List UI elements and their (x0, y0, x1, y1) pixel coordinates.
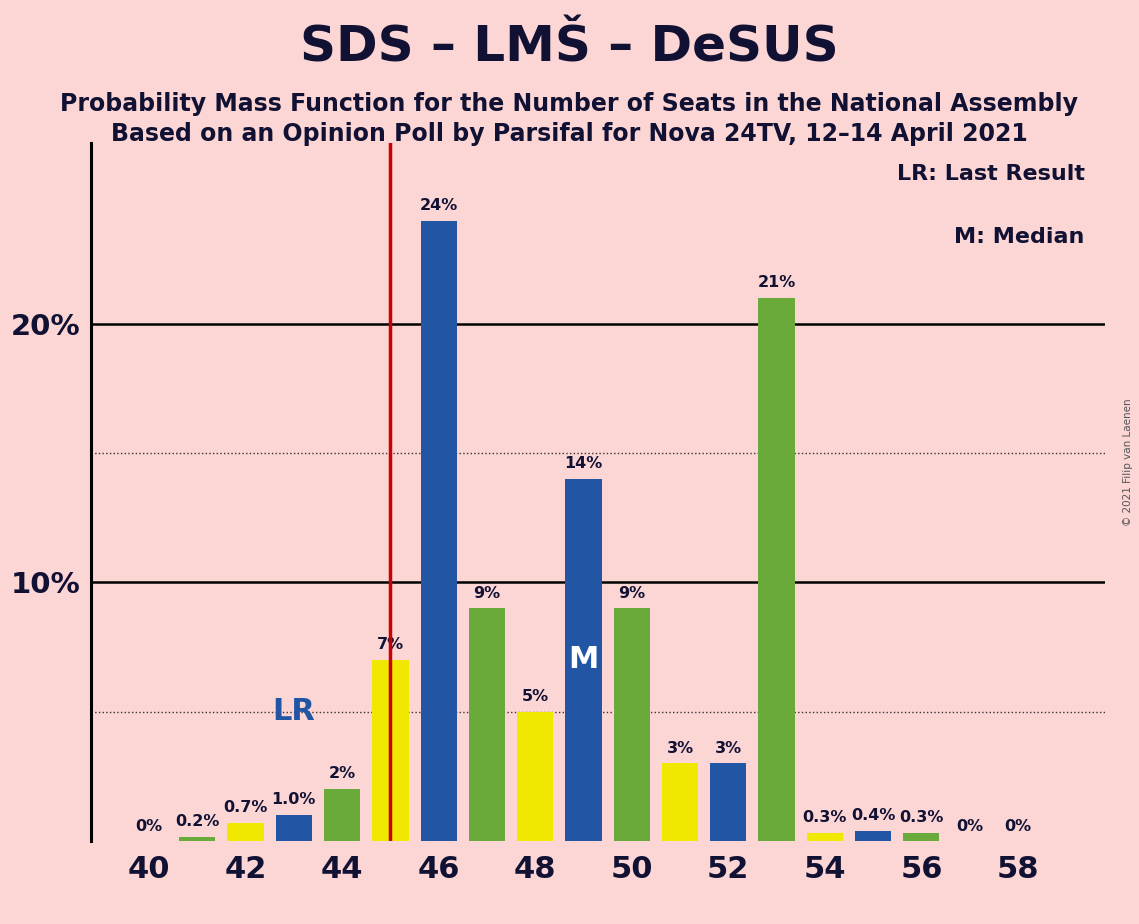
Bar (614, 608, 650, 841)
Text: 24%: 24% (419, 198, 458, 213)
Bar (855, 831, 891, 841)
Text: 3%: 3% (666, 740, 694, 756)
Bar (903, 833, 940, 841)
Bar (565, 480, 601, 841)
Bar (276, 815, 312, 841)
Text: Based on an Opinion Poll by Parsifal for Nova 24TV, 12–14 April 2021: Based on an Opinion Poll by Parsifal for… (112, 122, 1027, 146)
Text: © 2021 Filip van Laenen: © 2021 Filip van Laenen (1123, 398, 1132, 526)
Text: 3%: 3% (715, 740, 741, 756)
Text: 0%: 0% (956, 819, 983, 833)
Text: 0.7%: 0.7% (223, 800, 268, 815)
Text: 0.3%: 0.3% (803, 810, 847, 825)
Bar (469, 608, 505, 841)
Text: SDS – LMŠ – DeSUS: SDS – LMŠ – DeSUS (301, 23, 838, 71)
Text: 0.4%: 0.4% (851, 808, 895, 822)
Text: 0%: 0% (1005, 819, 1032, 833)
Bar (372, 660, 409, 841)
Text: 0.3%: 0.3% (899, 810, 943, 825)
Text: M: Median: M: Median (954, 227, 1084, 247)
Text: 9%: 9% (618, 586, 646, 601)
Text: 7%: 7% (377, 638, 404, 652)
Text: 21%: 21% (757, 275, 796, 290)
Text: 1.0%: 1.0% (272, 792, 316, 808)
Text: LR: Last Result: LR: Last Result (896, 164, 1084, 184)
Bar (759, 298, 795, 841)
Text: 0.2%: 0.2% (175, 814, 220, 829)
Bar (662, 763, 698, 841)
Text: LR: LR (272, 697, 316, 726)
Bar (806, 833, 843, 841)
Text: 14%: 14% (564, 456, 603, 471)
Text: M: M (568, 646, 599, 675)
Bar (420, 221, 457, 841)
Text: 9%: 9% (474, 586, 500, 601)
Bar (711, 763, 746, 841)
Text: 5%: 5% (522, 689, 549, 704)
Text: 0%: 0% (136, 819, 163, 833)
Text: 2%: 2% (328, 766, 355, 782)
Bar (228, 822, 264, 841)
Bar (517, 711, 554, 841)
Bar (323, 789, 360, 841)
Text: Probability Mass Function for the Number of Seats in the National Assembly: Probability Mass Function for the Number… (60, 92, 1079, 116)
Bar (179, 837, 215, 841)
